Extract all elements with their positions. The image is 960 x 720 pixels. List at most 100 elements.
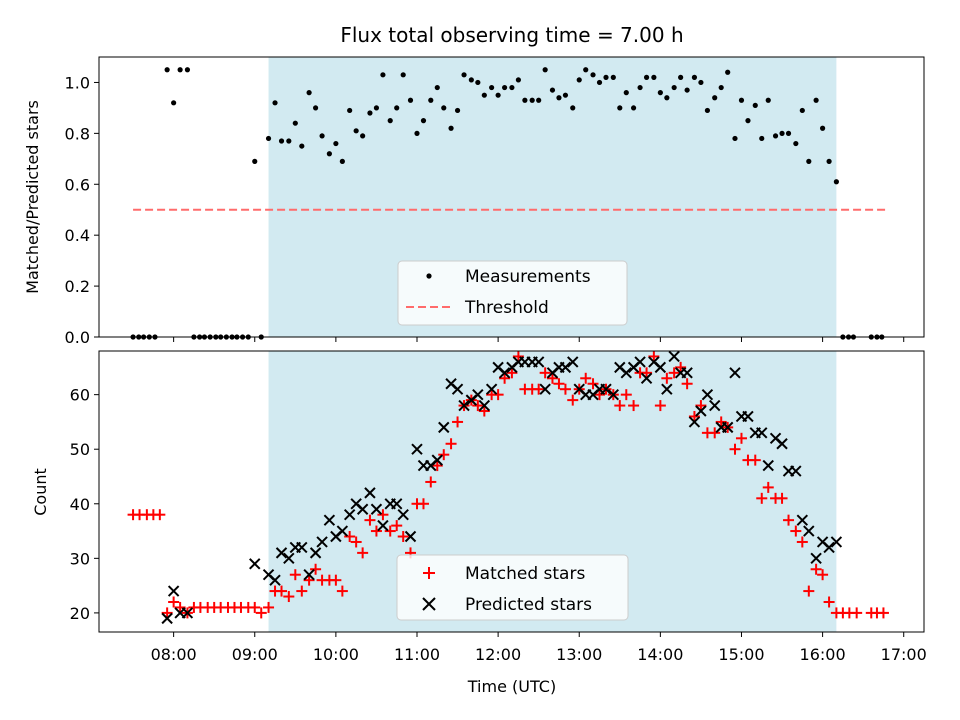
measurement-point [576, 77, 582, 83]
matched-star-point [431, 460, 443, 472]
predicted-star-point [438, 421, 450, 434]
x-tick-label: 09:00 [232, 645, 278, 664]
y-tick-label: 40 [70, 495, 90, 514]
x-tick-label: 10:00 [313, 645, 359, 664]
x-tick-label: 12:00 [475, 645, 521, 664]
matched-star-point [661, 372, 673, 384]
predicted-star-point [796, 514, 809, 526]
x-tick-label: 15:00 [718, 645, 764, 664]
measurement-point [428, 97, 434, 103]
measurement-point [772, 133, 779, 139]
predicted-star-point [823, 541, 835, 554]
matched-star-point [567, 394, 579, 406]
measurement-point [420, 118, 427, 124]
predicted-star-point [343, 508, 356, 521]
y-tick-label: 0.2 [65, 277, 90, 296]
predicted-star-point [776, 438, 788, 450]
matched-star-point [817, 569, 829, 581]
matched-star-point [695, 400, 707, 412]
measurement-point [549, 87, 556, 93]
measurement-point [745, 118, 751, 124]
matched-star-point [749, 454, 761, 466]
predicted-star-point [478, 399, 491, 412]
matched-star-point [648, 350, 660, 362]
matched-star-point [364, 514, 376, 526]
y-tick-label: 0.6 [65, 175, 90, 194]
predicted-star-point [681, 367, 693, 379]
matched-star-point [370, 525, 382, 537]
matched-star-point [506, 367, 518, 379]
predicted-star-point [431, 454, 443, 466]
measurement-point [177, 67, 183, 73]
predicted-star-point [397, 508, 409, 521]
measurement-point [712, 95, 718, 101]
measurement-point [252, 158, 258, 164]
matched-star-point [499, 372, 511, 384]
bottom-y-axis-label: Count [31, 468, 50, 516]
matched-star-point [709, 427, 721, 439]
matched-star-point [790, 525, 802, 537]
measurement-point [678, 74, 684, 80]
measurement-point [732, 135, 738, 142]
predicted-star-point [567, 356, 579, 368]
predicted-star-point [167, 585, 180, 597]
measurement-point [299, 143, 305, 149]
measurement-point [833, 179, 839, 185]
matched-star-point [620, 389, 632, 401]
measurement-point [454, 107, 461, 114]
predicted-star-point [249, 558, 261, 570]
predicted-star-points [161, 350, 843, 625]
matched-star-point [289, 569, 301, 581]
x-tick-label: 14:00 [637, 645, 683, 664]
y-tick-label: 60 [70, 386, 90, 405]
matched-star-point [614, 400, 626, 412]
matched-star-point [823, 596, 835, 608]
matched-star-point [512, 350, 524, 362]
legend-measurement-marker [426, 273, 432, 279]
predicted-star-point [721, 421, 734, 434]
matched-star-point [350, 536, 362, 548]
predicted-star-point [661, 383, 673, 395]
matched-star-point [174, 601, 186, 613]
measurement-point [617, 105, 623, 111]
matched-star-point [417, 498, 429, 510]
predicted-star-point [411, 443, 423, 455]
measurement-point [380, 72, 386, 78]
predicted-star-point [485, 383, 498, 395]
predicted-star-point [377, 519, 389, 532]
matched-star-point [546, 372, 558, 384]
y-tick-label: 30 [70, 549, 90, 568]
matched-star-point [688, 410, 700, 422]
measurement-point [495, 92, 501, 98]
predicted-star-point [790, 465, 802, 477]
matched-star-point [303, 574, 315, 586]
predicted-star-point [600, 383, 612, 395]
measurement-point [570, 105, 576, 111]
y-tick-label: 1.0 [65, 73, 90, 92]
matched-star-point [161, 607, 173, 619]
measurement-point [434, 84, 440, 91]
matched-star-point [472, 400, 484, 412]
predicted-star-point [498, 367, 511, 379]
top-legend-box [397, 260, 628, 326]
matched-star-point [681, 378, 693, 390]
measurement-point [596, 79, 603, 86]
measurement-point [292, 120, 298, 126]
measurement-point [286, 138, 292, 144]
matched-star-point [628, 400, 640, 412]
matched-star-point [168, 596, 180, 608]
legend-predicted-marker [422, 597, 436, 611]
matched-star-point [715, 416, 727, 428]
predicted-star-point [729, 367, 741, 379]
predicted-star-point [830, 536, 843, 548]
x-tick-label: 13:00 [556, 645, 602, 664]
predicted-star-point [810, 552, 822, 565]
measurement-point [542, 67, 548, 73]
measurement-point [819, 125, 826, 131]
measurement-point [738, 97, 745, 103]
matched-star-point [803, 585, 815, 597]
predicted-star-point [803, 525, 815, 537]
measurement-point [414, 130, 420, 136]
measurement-point [630, 105, 637, 111]
measurement-point [603, 74, 609, 80]
